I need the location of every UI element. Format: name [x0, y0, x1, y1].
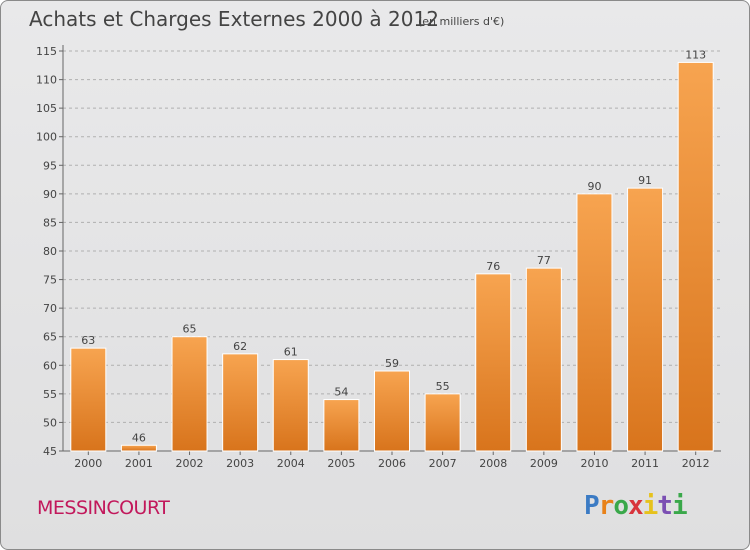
bar — [171, 336, 208, 452]
y-tick-label: 105 — [36, 102, 57, 115]
logo-letter: i — [642, 491, 659, 521]
bar-value-label: 77 — [537, 254, 551, 267]
y-tick-label: 80 — [43, 245, 57, 258]
bar-value-label: 61 — [284, 346, 298, 359]
y-tick-label: 45 — [43, 445, 57, 458]
bar — [120, 444, 157, 452]
x-tick-label: 2001 — [125, 457, 153, 470]
chart-subtitle: (en milliers d'€) — [418, 15, 505, 28]
bar — [475, 273, 512, 452]
x-tick-label: 2002 — [176, 457, 204, 470]
y-tick-label: 90 — [43, 188, 57, 201]
bar — [70, 347, 107, 452]
y-tick-label: 110 — [36, 74, 57, 87]
y-tick-label: 70 — [43, 302, 57, 315]
bar — [323, 399, 360, 452]
x-tick-label: 2010 — [580, 457, 608, 470]
x-tick-label: 2000 — [74, 457, 102, 470]
logo-letter: r — [598, 491, 615, 521]
logo-letter: P — [584, 491, 600, 521]
y-tick-label: 65 — [43, 331, 57, 344]
bar — [272, 359, 309, 452]
bar — [576, 193, 613, 452]
bars — [70, 61, 714, 452]
x-tick-label: 2011 — [631, 457, 659, 470]
x-tick-label: 2006 — [378, 457, 406, 470]
bar — [627, 187, 664, 452]
y-tick-label: 50 — [43, 416, 57, 429]
bar-value-label: 90 — [587, 180, 601, 193]
x-tick-label: 2009 — [530, 457, 558, 470]
x-tick-label: 2012 — [682, 457, 710, 470]
x-tick-label: 2008 — [479, 457, 507, 470]
bar-value-label: 59 — [385, 357, 399, 370]
logo-letter: x — [627, 491, 644, 521]
y-tick-label: 115 — [36, 45, 57, 58]
bar-value-label: 113 — [685, 48, 706, 61]
logo-letter: t — [657, 491, 673, 521]
bar — [374, 370, 410, 452]
x-tick-label: 2005 — [327, 457, 355, 470]
bar-value-label: 62 — [233, 340, 247, 353]
y-tick-label: 55 — [43, 388, 57, 401]
bar-value-label: 55 — [436, 380, 450, 393]
bar-value-label: 54 — [334, 386, 348, 399]
proxiti-logo[interactable]: Proxiti — [584, 491, 688, 521]
bar-value-label: 63 — [81, 334, 95, 347]
x-tick-label: 2003 — [226, 457, 254, 470]
commune-name: MESSINCOURT — [37, 497, 170, 519]
logo-letter: i — [671, 491, 688, 521]
y-tick-label: 75 — [43, 274, 57, 287]
bar — [424, 393, 461, 452]
chart-title: Achats et Charges Externes 2000 à 2012 — [29, 7, 439, 31]
x-tick-label: 2007 — [429, 457, 457, 470]
bar — [525, 267, 562, 452]
y-tick-label: 100 — [36, 131, 57, 144]
y-tick-label: 85 — [43, 216, 57, 229]
y-tick-label: 95 — [43, 159, 57, 172]
bar-value-label: 91 — [638, 174, 652, 187]
bar-value-label: 65 — [183, 323, 197, 336]
labels: 63 2000 46 2001 65 2002 62 2003 61 2004 54 2005 59 20… — [74, 48, 709, 470]
bar — [222, 353, 259, 452]
bar-value-label: 76 — [486, 260, 500, 273]
bar — [677, 61, 714, 452]
logo-letter: o — [613, 491, 629, 521]
y-tick-label: 60 — [43, 359, 57, 372]
bar-value-label: 46 — [132, 431, 146, 444]
x-tick-label: 2004 — [277, 457, 305, 470]
